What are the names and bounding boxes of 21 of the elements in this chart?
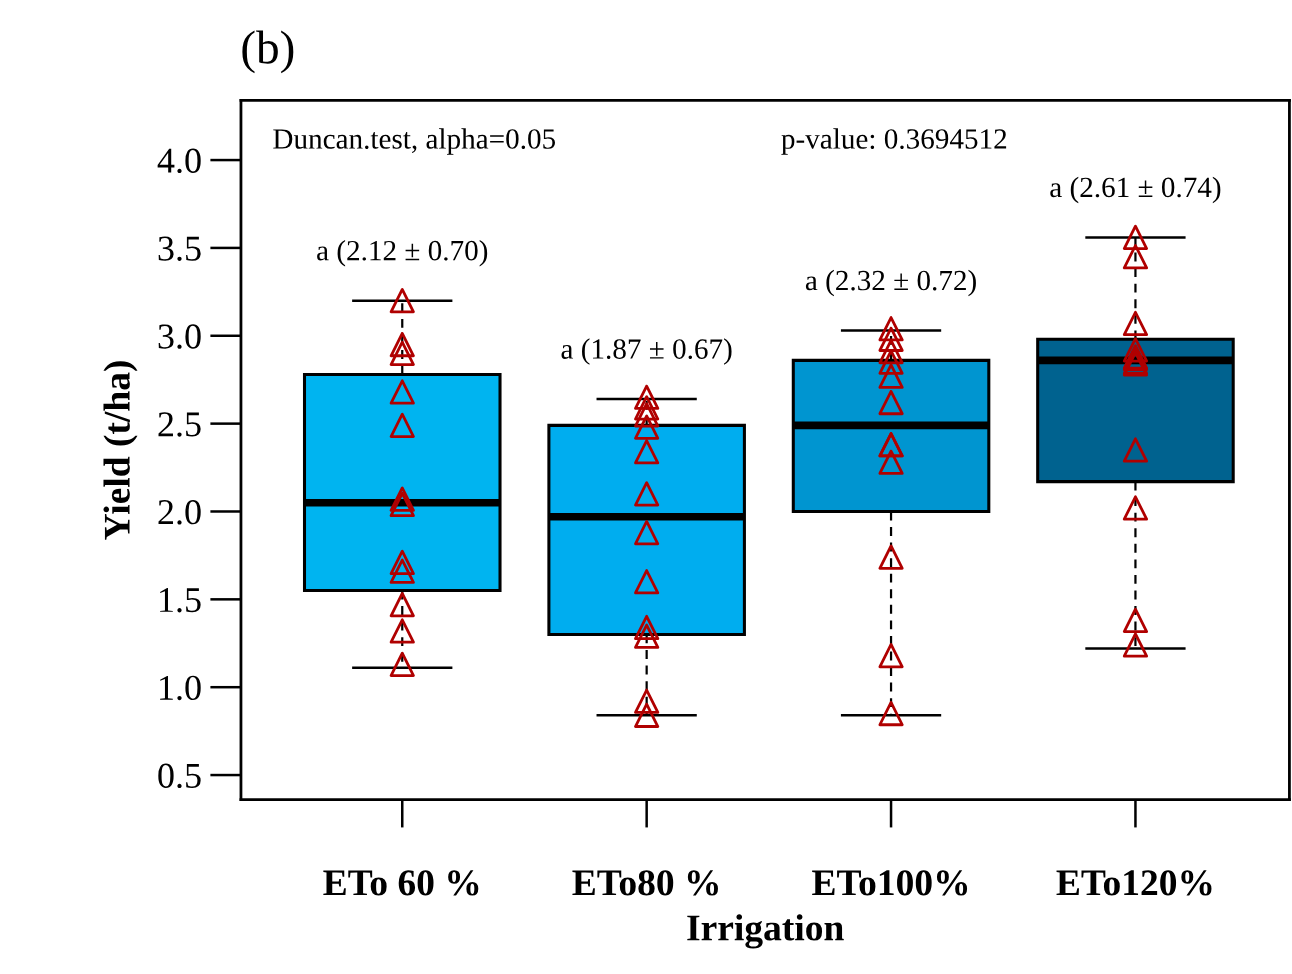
y-axis-title: Yield (t/ha) <box>103 361 138 540</box>
annotation: Duncan.test, alpha=0.05 <box>273 128 556 155</box>
annotation: a (2.12 ± 0.70) <box>317 239 488 267</box>
y-tick-label: 0.5 <box>158 763 201 789</box>
y-tick-label: 2.0 <box>158 500 201 525</box>
annotation: a (2.32 ± 0.72) <box>805 269 976 297</box>
annotation: a (2.61 ± 0.74) <box>1050 176 1221 204</box>
y-tick-label: 1.5 <box>160 588 201 613</box>
x-axis-title: Irrigation <box>687 914 844 949</box>
annotation: p-value: 0.3694512 <box>781 128 1007 155</box>
x-tick-label: ETo100% <box>812 870 968 896</box>
y-tick-label: 2.5 <box>158 412 201 437</box>
y-tick-label: 4.0 <box>157 148 201 174</box>
x-tick-label: ETo120% <box>1056 870 1212 896</box>
y-tick-label: 3.5 <box>158 236 201 261</box>
annotation: a (1.87 ± 0.67) <box>561 338 732 365</box>
x-tick-label: ETo80 % <box>572 870 718 896</box>
y-tick-label: 1.0 <box>160 675 201 701</box>
chart-title: (b) <box>242 30 294 74</box>
x-tick-label: ETo 60 % <box>323 870 479 896</box>
y-tick-label: 3.0 <box>158 324 201 349</box>
